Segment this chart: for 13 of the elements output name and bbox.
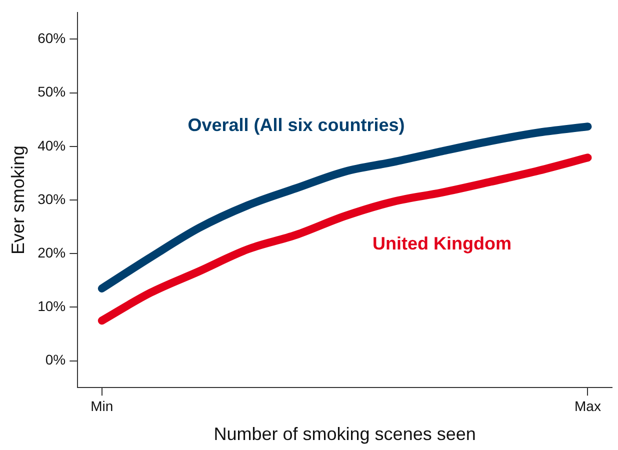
y-tick-label: 50% <box>38 84 66 100</box>
y-tick-label: 10% <box>38 298 66 314</box>
y-tick-label: 60% <box>38 30 66 46</box>
y-tick-label: 30% <box>38 190 66 207</box>
x-tick-label: Max <box>574 398 601 414</box>
series-label: Overall (All six countries) <box>188 115 405 136</box>
x-tick-label: Min <box>90 398 114 414</box>
y-tick-label: 20% <box>38 244 66 260</box>
y-tick-label: 0% <box>45 352 66 368</box>
y-tick-label: 40% <box>38 137 66 154</box>
y-axis-title: Ever smoking <box>8 145 28 255</box>
series-label: United Kingdom <box>372 233 512 254</box>
x-axis-title: Number of smoking scenes seen <box>214 424 476 444</box>
